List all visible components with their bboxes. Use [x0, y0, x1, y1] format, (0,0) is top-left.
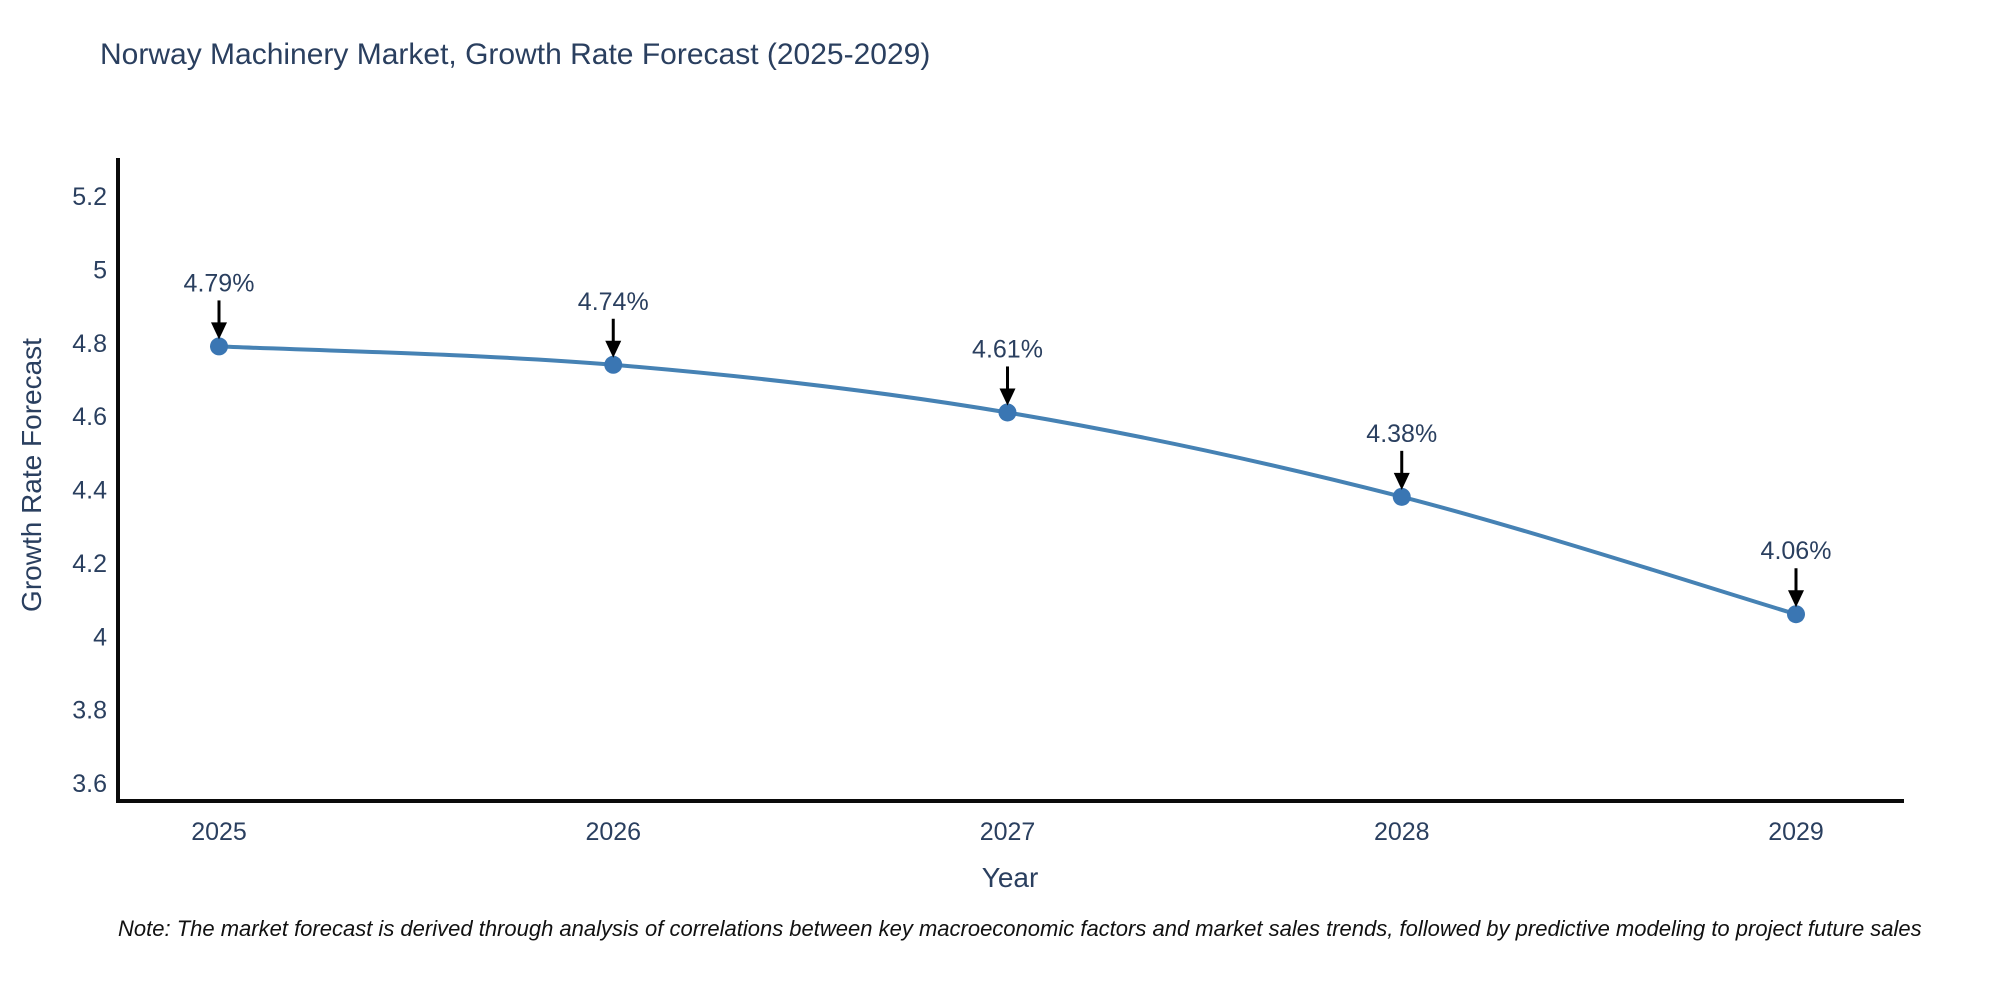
- annotation-arrowhead-icon: [999, 388, 1016, 406]
- y-tick-label: 5: [93, 256, 107, 284]
- annotation-arrowhead-icon: [1788, 590, 1804, 608]
- point-annotation-label: 4.79%: [184, 269, 255, 297]
- data-point-marker[interactable]: [998, 403, 1017, 422]
- x-tick-label: 2027: [980, 818, 1036, 846]
- annotation-arrowhead-icon: [211, 322, 227, 340]
- point-annotation-label: 4.38%: [1366, 420, 1437, 448]
- x-tick-label: 2029: [1768, 818, 1824, 846]
- x-tick-label: 2028: [1374, 818, 1430, 846]
- y-tick-label: 5.2: [72, 183, 107, 211]
- data-point-marker[interactable]: [210, 337, 228, 356]
- y-axis-title: Growth Rate Forecast: [16, 338, 47, 612]
- chart-title: Norway Machinery Market, Growth Rate For…: [100, 38, 931, 71]
- data-point-marker[interactable]: [1392, 487, 1411, 506]
- x-axis-title: Year: [981, 862, 1039, 893]
- x-tick-label: 2025: [191, 818, 247, 846]
- y-tick-label: 4.6: [72, 403, 107, 431]
- y-tick-label: 4: [93, 623, 107, 651]
- y-tick-label: 3.6: [72, 770, 107, 798]
- point-annotation-label: 4.74%: [578, 288, 649, 316]
- point-annotation-label: 4.06%: [1761, 537, 1832, 565]
- annotation-arrowhead-icon: [1393, 472, 1410, 490]
- y-tick-label: 4.4: [72, 477, 107, 505]
- y-tick-label: 4.2: [72, 550, 107, 578]
- data-point-marker[interactable]: [1787, 605, 1805, 624]
- data-point-marker[interactable]: [604, 355, 623, 374]
- y-tick-label: 4.8: [72, 330, 107, 358]
- x-tick-label: 2026: [585, 818, 641, 846]
- point-annotation-label: 4.61%: [972, 335, 1043, 363]
- y-tick-label: 3.8: [72, 697, 107, 725]
- footnote: Note: The market forecast is derived thr…: [118, 916, 1922, 941]
- annotation-arrowhead-icon: [605, 340, 622, 358]
